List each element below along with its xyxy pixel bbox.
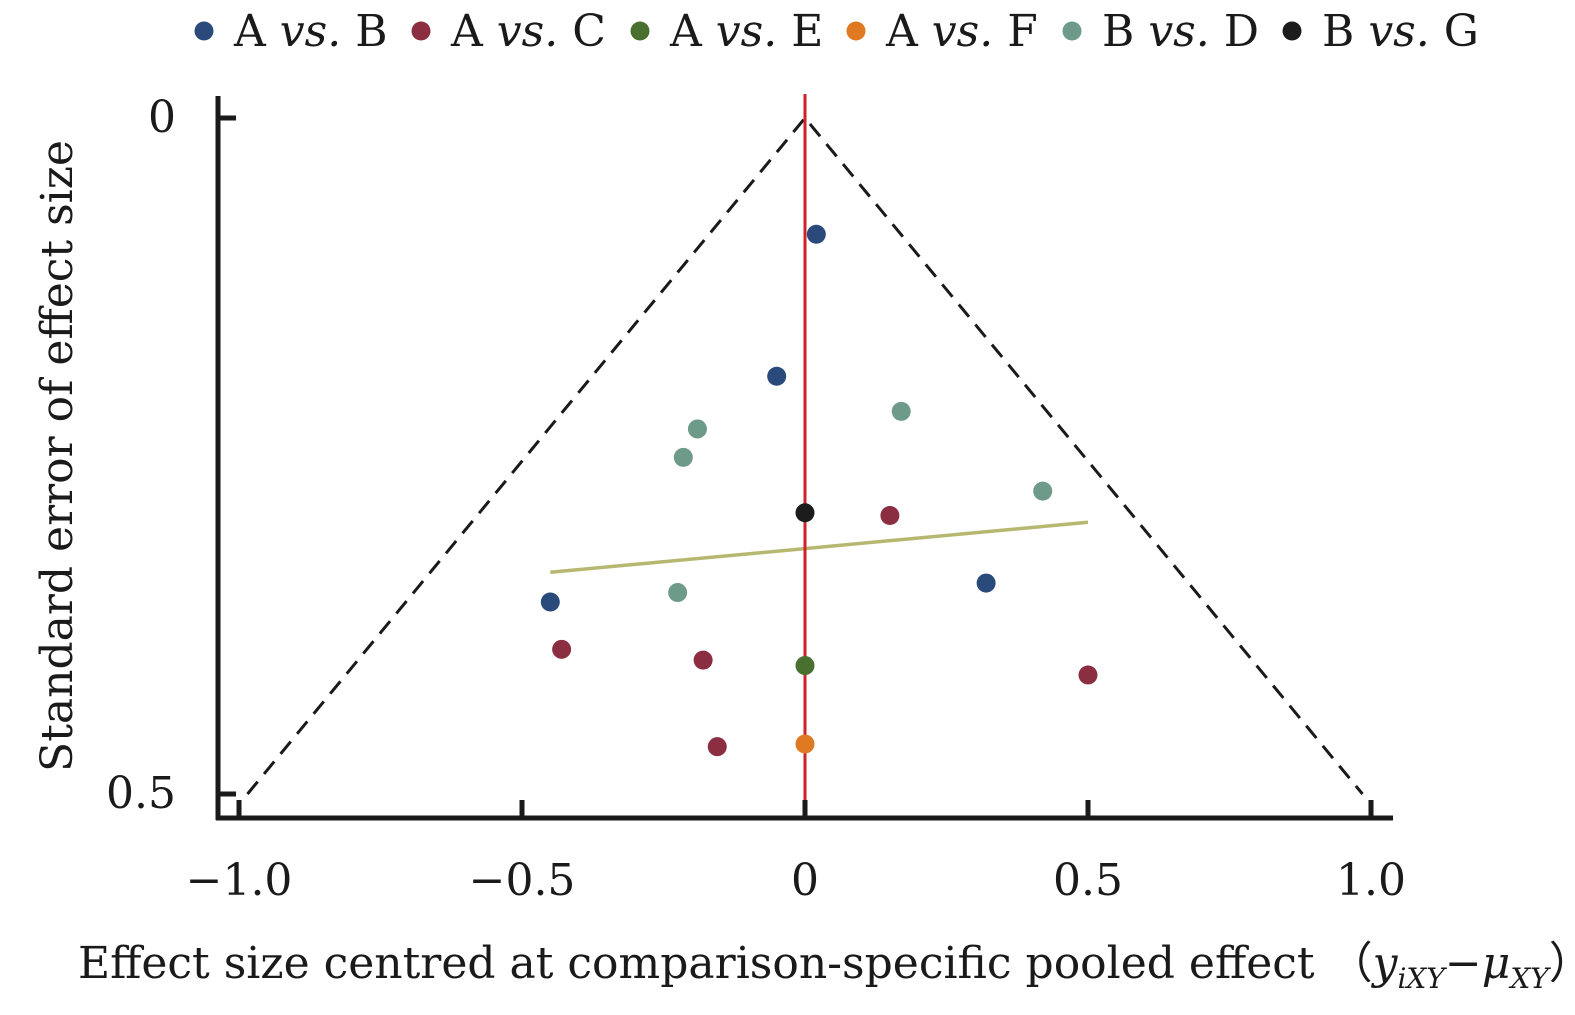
legend: A vs. B A vs. C A vs. E A vs. F B vs. D B vs.… [194, 6, 1479, 57]
funnel-lines [246, 115, 1364, 795]
legend-marker-a-vs-f [846, 21, 866, 41]
point-b-vs-g [795, 503, 815, 523]
point-a-vs-c [1078, 665, 1098, 685]
point-b-vs-d [687, 419, 707, 439]
funnel-dashed-line [246, 115, 1364, 795]
x-tick-label: 0.5 [1053, 855, 1123, 906]
data-points [540, 224, 1098, 757]
x-tick-label: −0.5 [469, 855, 576, 906]
point-b-vs-d [668, 583, 688, 603]
legend-label-a-vs-c: A vs. C [450, 6, 606, 57]
axes [215, 96, 1393, 821]
point-a-vs-f [795, 734, 815, 754]
point-a-vs-c [707, 737, 727, 757]
point-a-vs-c [552, 639, 572, 659]
legend-label-b-vs-g: B vs. G [1322, 6, 1479, 57]
legend-marker-a-vs-c [411, 21, 431, 41]
point-a-vs-c [880, 505, 900, 525]
point-a-vs-c [693, 650, 713, 670]
legend-marker-a-vs-b [194, 21, 214, 41]
x-tick-label: 1.0 [1336, 855, 1406, 906]
legend-marker-b-vs-d [1062, 21, 1082, 41]
legend-label-a-vs-b: A vs. B [233, 6, 388, 57]
point-b-vs-d [1033, 481, 1053, 501]
point-b-vs-d [673, 447, 693, 467]
y-axis-label: Standard error of effect size [32, 140, 83, 772]
regression-line-group [550, 520, 1089, 575]
point-a-vs-e [795, 656, 815, 676]
x-tick-label: 0 [791, 855, 819, 906]
point-a-vs-b [767, 366, 787, 386]
legend-label-a-vs-f: A vs. F [885, 6, 1038, 57]
regression-line [550, 520, 1089, 575]
legend-marker-b-vs-g [1282, 21, 1302, 41]
point-a-vs-b [976, 573, 996, 593]
legend-label-a-vs-e: A vs. E [669, 6, 823, 57]
point-a-vs-b [806, 224, 826, 244]
point-a-vs-b [540, 592, 560, 612]
y-tick-label: 0 [148, 92, 176, 143]
y-tick-label: 0.5 [106, 768, 176, 819]
tick-labels: −1.0 −0.5 0 0.5 1.0 0 0.5 [106, 92, 1406, 906]
legend-marker-a-vs-e [630, 21, 650, 41]
point-b-vs-d [891, 401, 911, 421]
x-axis-label: Effect size centred at comparison-specif… [78, 938, 1575, 995]
x-tick-label: −1.0 [186, 855, 293, 906]
legend-label-b-vs-d: B vs. D [1102, 6, 1259, 57]
